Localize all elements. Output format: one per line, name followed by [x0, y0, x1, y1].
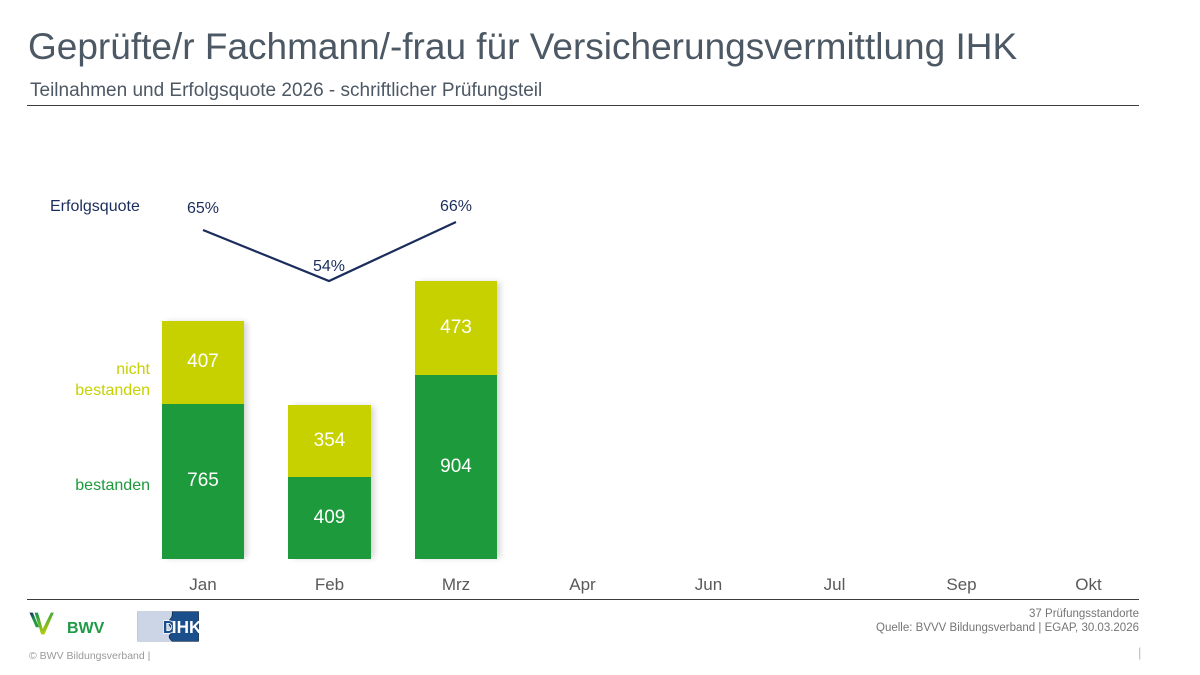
svg-text:IHK: IHK: [172, 617, 199, 637]
